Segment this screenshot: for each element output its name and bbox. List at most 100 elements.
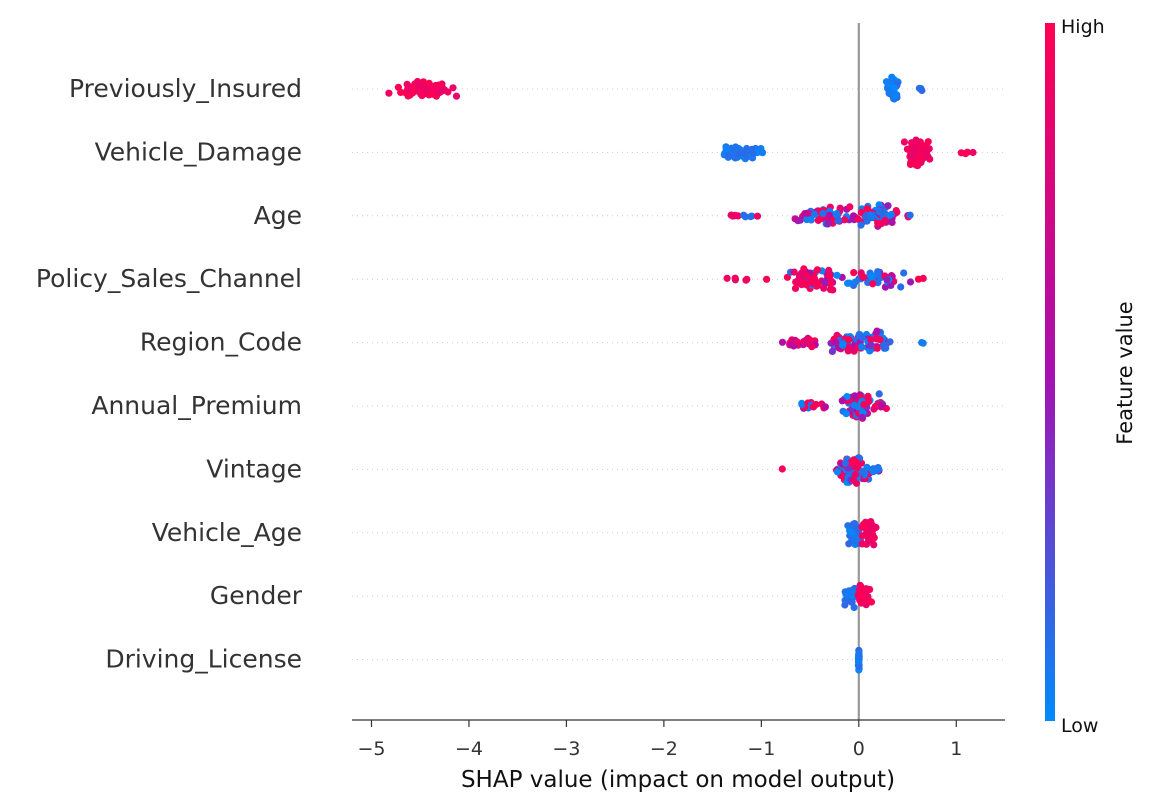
shap-point [843,393,851,401]
shap-point [747,213,755,221]
shap-point [879,341,888,349]
shap-point [800,338,808,346]
shap-point [900,138,909,146]
shap-point [860,595,868,603]
shap-point [845,279,853,287]
shap-point [803,272,811,280]
shap-point [791,284,800,292]
shap-point [821,403,830,411]
shap-point [848,588,856,596]
shap-point [918,147,926,155]
shap-point [826,276,835,284]
shap-point [845,540,853,548]
shap-point [778,338,787,346]
shap-point [842,410,850,418]
shap-point [868,272,876,280]
shap-point [824,220,832,228]
shap-point [858,523,866,531]
shap-point [855,215,863,224]
shap-point [867,598,876,606]
feature-label: Vehicle_Damage [95,137,302,166]
shap-point [867,214,876,222]
shap-point [906,278,915,286]
shap-point [803,209,811,217]
shap-point [875,465,883,473]
shap-point [740,211,748,219]
shap-point [790,268,798,276]
shap-point [825,211,834,219]
shap-point [870,541,878,549]
shap-point [877,402,886,410]
shap-point [844,347,852,355]
shap-point [833,468,842,476]
shap-point [883,276,891,284]
shap-point [906,160,915,168]
shap-point [793,338,801,346]
shap-point [875,208,883,216]
shap-point [851,470,860,479]
shap-point [731,144,739,152]
feature-label: Age [254,201,302,230]
shap-point [749,150,757,158]
shap-point [828,347,837,355]
shap-point [758,149,767,157]
x-ticks: −5 −4 −3 −2 −1 0 1 [357,720,962,760]
shap-point [851,392,859,400]
shap-point [841,216,849,224]
shap-point [859,272,867,280]
shap-point [863,205,871,213]
shap-point [881,216,889,224]
shap-point [807,216,815,224]
shap-point [850,456,858,464]
shap-point [916,138,924,146]
shap-point [963,148,972,156]
shap-point [812,400,820,409]
shap-point [867,336,875,344]
shap-point [449,84,457,92]
shap-point [850,269,858,277]
shap-point [850,476,858,485]
feature-label: Vehicle_Age [152,518,302,547]
colorbar [1045,23,1055,721]
shap-point [884,202,892,210]
shap-point [874,219,882,227]
shap-point [740,149,748,157]
shap-point [869,466,877,474]
shap-point [820,284,828,292]
feature-labels: Previously_Insured Vehicle_Damage Age Polic… [36,74,303,674]
shap-point [858,343,866,351]
shap-point [839,341,847,349]
shap-point [851,537,859,545]
shap-point [722,145,730,153]
shap-point [867,518,875,526]
shap-point [918,339,926,347]
shap-point [820,278,829,286]
shap-point [887,281,895,289]
shap-point [833,210,841,218]
shap-point [855,662,863,671]
feature-label: Region_Code [140,328,302,357]
x-tick-label: −2 [650,738,678,760]
x-tick-label: −4 [455,738,483,760]
shap-point [742,276,750,284]
shap-point [723,274,731,282]
shap-point [813,266,822,274]
shap-point [873,344,881,352]
shap-point [415,88,423,96]
shap-point [798,399,806,407]
shap-point [826,286,835,294]
shap-point [805,340,813,348]
shap-point [924,138,932,146]
shap-point [882,78,891,86]
shap-point [866,535,875,543]
dots-layer [385,73,977,674]
shap-point [969,148,977,157]
shap-point [731,274,739,282]
shap-point [846,203,854,211]
colorbar-title: Feature value [1113,301,1137,444]
feature-label: Previously_Insured [69,74,302,103]
x-tick-label: −3 [552,738,580,760]
feature-label: Vintage [206,454,302,483]
colorbar-low-label: Low [1061,715,1098,737]
